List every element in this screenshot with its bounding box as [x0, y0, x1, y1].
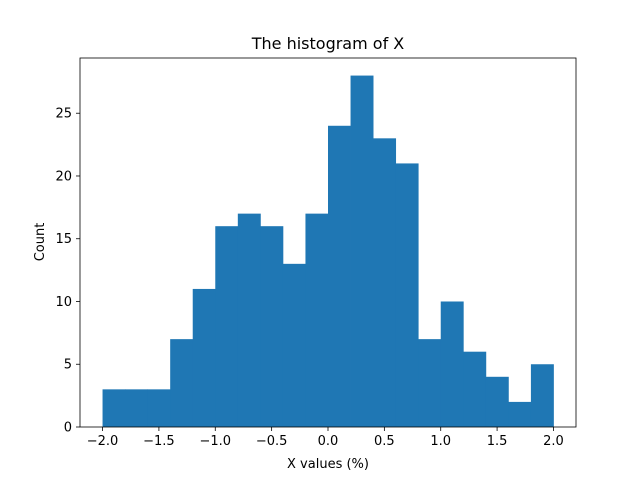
y-tick-label: 0 [64, 421, 72, 436]
histogram-bar [170, 339, 194, 427]
histogram-bar [125, 389, 149, 427]
x-axis-ticks: −2.0 −1.5 −1.0 −0.5 0.0 0.5 1.0 1.5 2.0 [87, 427, 564, 449]
histogram-bar [192, 288, 216, 427]
histogram-bar [237, 213, 261, 427]
y-tick-label: 15 [55, 232, 72, 247]
x-tick-label: 1.5 [487, 434, 508, 449]
histogram-bar [463, 351, 487, 427]
plot-frame [79, 57, 577, 428]
histogram-bar [440, 301, 464, 427]
x-tick-label: −2.0 [87, 434, 119, 449]
histogram-bar [282, 263, 306, 427]
histogram-bar [508, 401, 532, 427]
x-tick-label: 0.0 [318, 434, 339, 449]
histogram-bar [147, 389, 171, 427]
histogram-bar [260, 226, 284, 427]
y-axis-ticks: 0 5 10 15 20 25 [55, 107, 80, 436]
x-tick-label: −0.5 [256, 434, 288, 449]
y-tick-label: 5 [64, 358, 72, 373]
bars-group [102, 75, 554, 428]
x-tick-label: 2.0 [543, 434, 564, 449]
histogram-bar [395, 163, 419, 427]
y-tick-label: 20 [55, 169, 72, 184]
histogram-bar [215, 226, 239, 427]
y-tick-label: 10 [55, 295, 72, 310]
x-tick-label: −1.5 [143, 434, 175, 449]
histogram-bar [373, 138, 397, 427]
histogram-bar [418, 339, 442, 427]
x-axis-label: X values (%) [287, 457, 369, 472]
histogram-bar [102, 389, 126, 427]
histogram-bar [530, 364, 554, 427]
histogram-bar [328, 125, 351, 427]
x-tick-label: 0.5 [374, 434, 395, 449]
y-axis-label: Count [33, 223, 48, 262]
chart-title: The histogram of X [251, 34, 405, 53]
histogram-bar [305, 213, 329, 427]
y-tick-label: 25 [55, 107, 72, 122]
x-tick-label: −1.0 [199, 434, 231, 449]
histogram-bar [350, 75, 374, 428]
histogram-bar [485, 376, 509, 427]
x-tick-label: 1.0 [430, 434, 451, 449]
